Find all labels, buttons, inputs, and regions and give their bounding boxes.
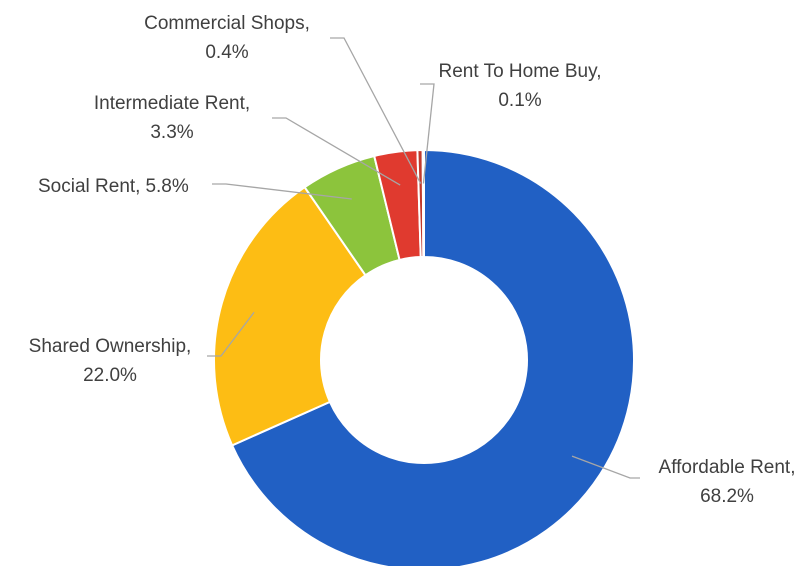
category-label: Shared Ownership,	[29, 336, 192, 357]
donut-slice	[421, 148, 425, 259]
value-label: 68.2%	[700, 486, 754, 507]
value-label: 0.4%	[205, 42, 248, 63]
donut-slice	[230, 148, 635, 566]
category-label: Intermediate Rent,	[94, 93, 250, 114]
leader-line	[212, 183, 352, 200]
donut-slice	[213, 185, 367, 447]
leader-line	[571, 455, 640, 479]
category-label: Affordable Rent,	[659, 457, 796, 478]
value-label: 22.0%	[83, 365, 137, 386]
category-label: Social Rent,	[38, 176, 140, 197]
leader-line	[420, 83, 435, 184]
leader-line	[272, 117, 401, 186]
category-label: Rent To Home Buy,	[439, 61, 602, 82]
value-label: 5.8%	[145, 176, 188, 197]
value-label: 0.1%	[498, 90, 541, 111]
leader-line	[207, 311, 255, 357]
value-label: 3.3%	[150, 122, 193, 143]
category-label: Commercial Shops,	[144, 13, 310, 34]
data-label: Social Rent, 5.8%	[38, 176, 189, 197]
leader-line	[330, 37, 422, 184]
